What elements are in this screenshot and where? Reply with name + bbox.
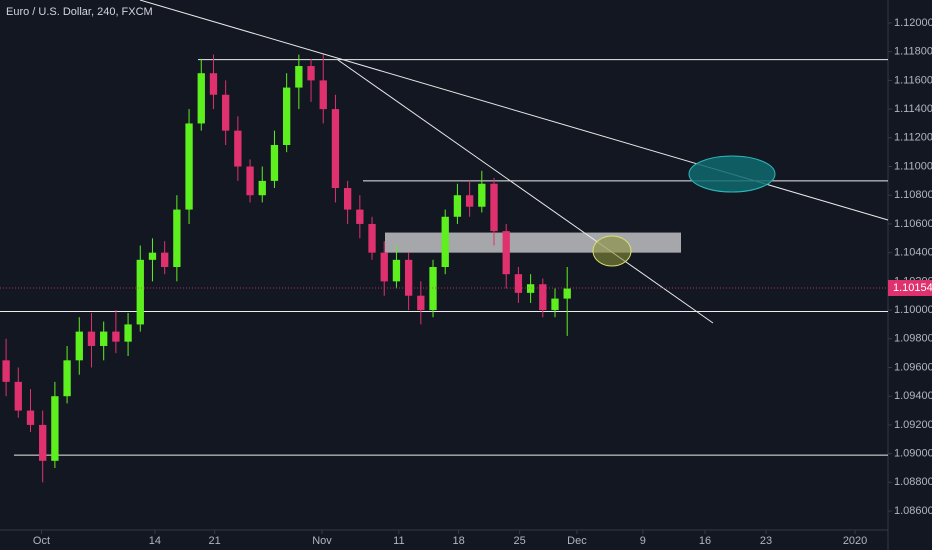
highlight-ellipse [592,235,632,267]
candle-body [26,410,35,425]
y-tick-label: 1.12000 [894,17,932,29]
candle-body [246,166,254,196]
candle-body [441,216,449,268]
candle-body [295,66,303,88]
candle-body [234,130,242,167]
candle-body [100,331,108,346]
candle-body [453,195,462,217]
y-tick-label: 1.08600 [894,505,932,517]
candle-body [39,424,47,461]
y-tick-label: 1.10400 [894,247,932,259]
x-tick-label: 23 [760,535,772,547]
candle-body [63,360,71,397]
candle-body [417,295,425,311]
candle-body [14,381,22,411]
candle-body [222,94,230,131]
x-tick-label: 16 [699,535,711,547]
candle-body [490,183,498,232]
candle-body [514,274,523,293]
highlight-ellipse [688,155,776,193]
x-tick-label: Oct [33,535,50,547]
candle-body [173,209,181,268]
candle-body [526,284,535,293]
x-tick-label: 11 [393,535,404,547]
candle-body [209,73,218,95]
y-tick-label: 1.09200 [894,419,932,431]
last-price-label: 1.10154 [893,282,932,294]
candle-body [380,252,388,282]
y-tick-label: 1.11600 [894,74,932,86]
candle-body [136,259,144,325]
candle-body [368,223,376,253]
x-tick-label: 2020 [843,535,867,547]
candle-body [502,231,510,275]
candle-body [124,324,132,342]
y-tick-label: 1.11000 [894,160,932,172]
candle-body [343,188,352,210]
y-tick-label: 1.10000 [894,304,932,316]
candle-body [185,123,193,210]
candle-body [2,360,10,382]
x-tick-label: 25 [514,535,526,547]
candle-body [161,252,169,268]
candle-body [112,331,120,342]
y-tick-label: 1.09600 [894,361,932,373]
y-tick-label: 1.08800 [894,476,932,488]
candle-body [270,144,279,181]
zone [385,232,681,253]
chart-title: Euro / U.S. Dollar, 240, FXCM [6,6,153,18]
candle-body [392,259,401,282]
x-tick-label: 14 [149,535,161,547]
x-tick-label: Dec [567,535,587,547]
candle-body [331,109,340,189]
candle-body [563,288,571,299]
y-tick-label: 1.09800 [894,333,932,345]
candle-body [356,209,364,224]
candle-body [51,396,59,461]
last-price-box [888,279,932,296]
candle-body [429,267,437,311]
candle-body [404,259,413,296]
x-tick-label: 9 [640,535,646,547]
candle-body [465,195,474,207]
y-tick-label: 1.09400 [894,390,932,402]
y-tick-label: 1.09000 [894,448,932,460]
candle-body [87,331,96,346]
candle-body [75,331,83,361]
candle-body [551,298,559,311]
candle-body [319,80,327,110]
y-tick-label: 1.11800 [894,46,932,58]
candle-body [282,87,291,145]
x-tick-label: 18 [453,535,465,547]
candle-body [478,183,486,207]
y-tick-label: 1.10800 [894,189,932,201]
candle-body [258,180,266,196]
trendline [337,59,714,324]
candle-body [539,284,547,311]
x-tick-label: 21 [209,535,221,547]
y-tick-label: 1.11400 [894,103,932,115]
y-tick-label: 1.11200 [894,132,932,144]
y-tick-label: 1.10600 [894,218,932,230]
candle-body [148,252,157,260]
x-tick-label: Nov [312,535,332,547]
candle-body [197,73,205,124]
candle-body [307,66,315,81]
